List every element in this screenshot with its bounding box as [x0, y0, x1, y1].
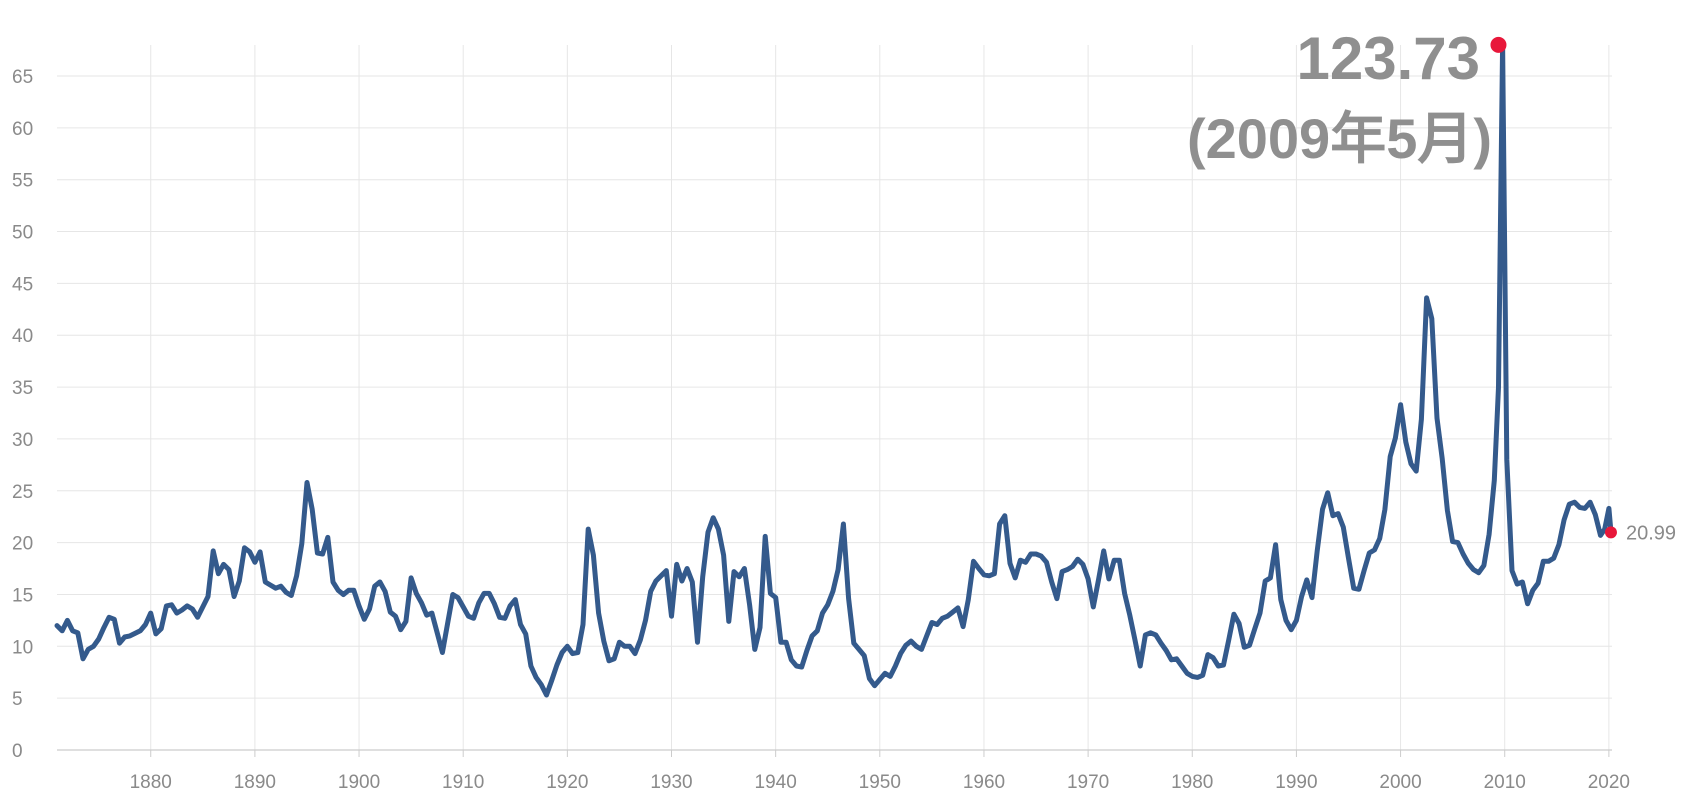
last-value-marker: [1604, 526, 1617, 539]
x-tick-label: 1940: [755, 772, 797, 793]
peak-marker: [1490, 36, 1507, 53]
x-tick-label: 1970: [1067, 772, 1109, 793]
y-tick-label: 30: [12, 430, 33, 451]
x-tick-label: 1920: [546, 772, 588, 793]
x-tick-label: 1980: [1171, 772, 1213, 793]
peak-value-label: 123.73: [1296, 25, 1480, 92]
y-tick-label: 15: [12, 585, 33, 606]
x-axis-tick-labels: 1880 1890 1900 1910 1920 1930 1940 1950 1960 1970…: [130, 772, 1630, 793]
x-tick-label: 1880: [130, 772, 172, 793]
series-line: [54, 42, 1614, 698]
y-tick-label: 10: [12, 637, 33, 658]
x-tick-label: 2000: [1379, 772, 1421, 793]
y-tick-label: 40: [12, 326, 33, 347]
y-tick-label: 55: [12, 171, 33, 192]
x-tick-label: 1900: [338, 772, 380, 793]
y-axis-tick-labels: 0 5 10 15 20 25 30 35 40 45 50 55 60 65: [12, 67, 33, 762]
y-tick-label: 65: [12, 67, 33, 88]
x-tick-label: 1910: [442, 772, 484, 793]
y-tick-label: 25: [12, 482, 33, 503]
y-tick-label: 45: [12, 274, 33, 295]
x-tick-label: 1890: [234, 772, 276, 793]
y-tick-label: 35: [12, 378, 33, 399]
axis-lines: [57, 749, 1612, 757]
y-tick-label: 20: [12, 534, 33, 555]
x-tick-label: 1950: [859, 772, 901, 793]
x-tick-label: 2020: [1588, 772, 1630, 793]
y-tick-label: 50: [12, 223, 33, 244]
gridlines: [57, 45, 1612, 750]
x-tick-label: 1990: [1275, 772, 1317, 793]
peak-date-label: (2009年5月): [1187, 107, 1492, 170]
x-tick-label: 2010: [1484, 772, 1526, 793]
y-tick-label: 5: [12, 689, 23, 710]
x-tick-label: 1960: [963, 772, 1005, 793]
last-value-label: 20.99: [1626, 522, 1676, 544]
y-tick-label: 60: [12, 119, 33, 140]
x-tick-label: 1930: [650, 772, 692, 793]
y-tick-label: 0: [12, 741, 23, 762]
